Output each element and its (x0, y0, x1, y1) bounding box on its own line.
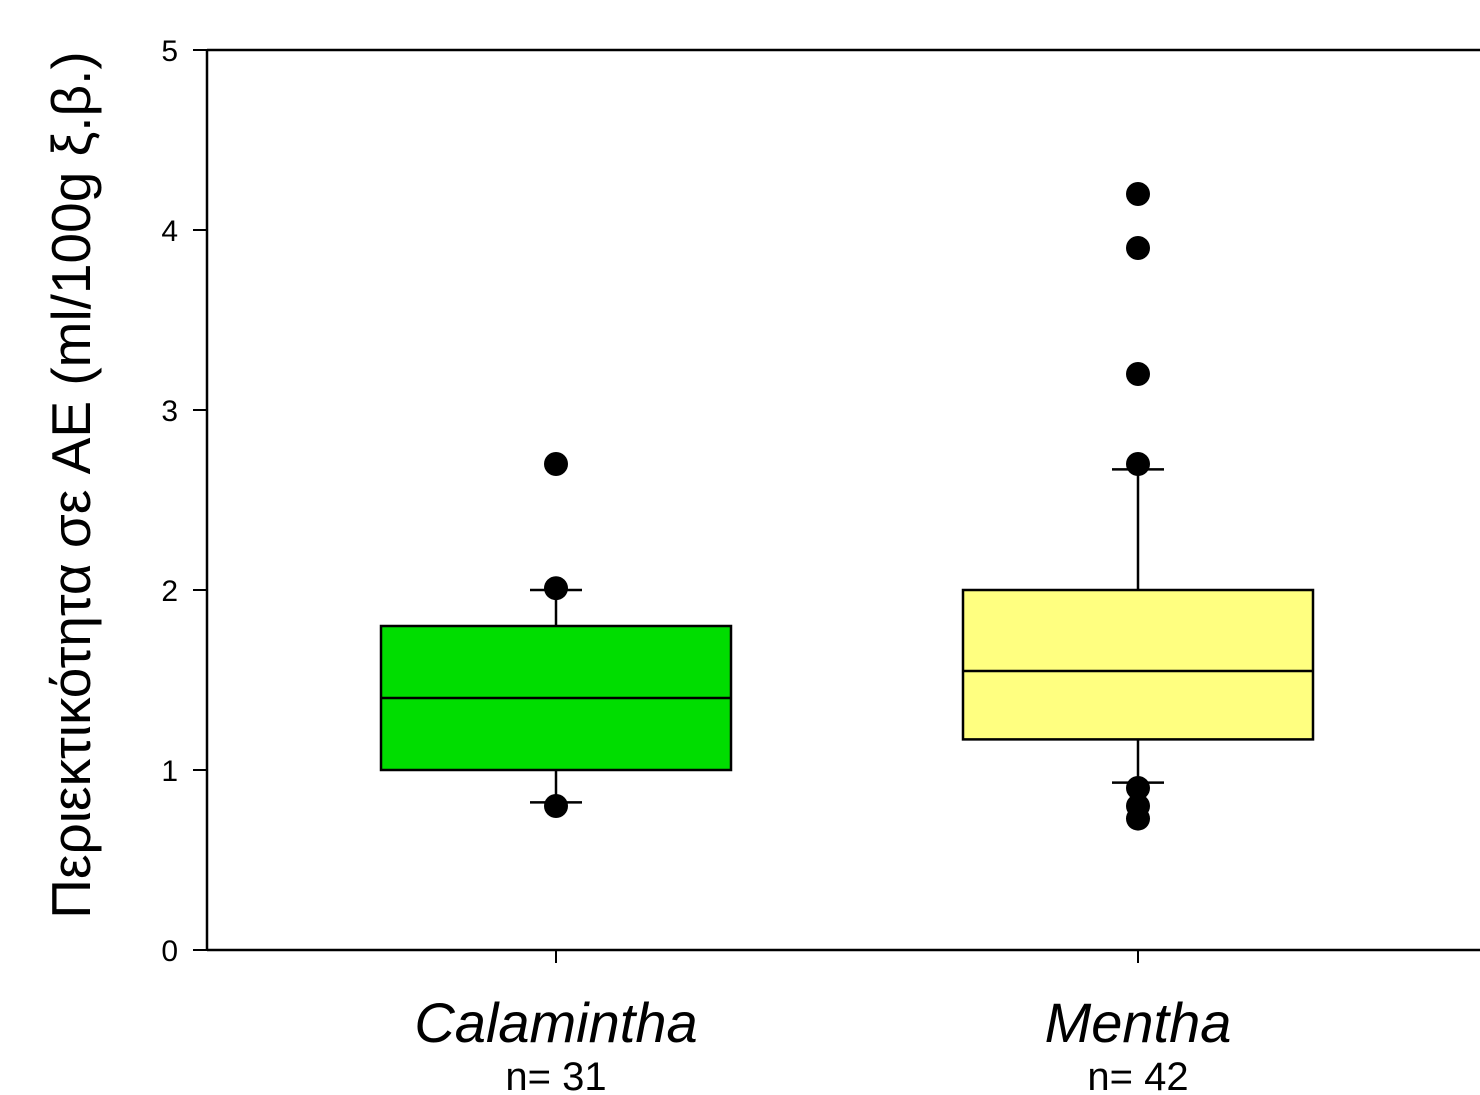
sample-size-label: n= 42 (1087, 1055, 1188, 1095)
mentha-box (961, 588, 1315, 741)
mentha-outlier-point (1126, 362, 1150, 386)
category-label: Mentha (1045, 991, 1232, 1054)
mentha-box-group (961, 182, 1315, 831)
y-tick-label: 1 (161, 755, 178, 788)
calamintha-outlier-point (544, 576, 568, 601)
calamintha-box-group (379, 452, 733, 818)
category-label: Calamintha (414, 991, 697, 1054)
boxes (379, 182, 1315, 831)
sample-size-label: n= 31 (505, 1055, 606, 1095)
calamintha-outlier-point (544, 452, 568, 476)
x-axis-ticks (555, 950, 1139, 963)
y-tick-label: 4 (161, 215, 178, 248)
mentha-outlier-point (1126, 776, 1150, 800)
y-axis-label: Περιεκτικότητα σε AE (ml/100g ξ.β.) (40, 51, 102, 919)
axes (205, 48, 1480, 952)
mentha-outlier-point (1126, 806, 1150, 831)
y-tick-label: 2 (161, 575, 178, 608)
y-tick-label: 3 (161, 395, 178, 428)
mentha-outlier-point (1126, 452, 1150, 476)
y-tick-label: 0 (161, 935, 178, 968)
mentha-outlier-point (1126, 236, 1150, 260)
calamintha-outlier-point (544, 794, 568, 818)
mentha-outlier-point (1126, 182, 1150, 206)
y-axis-ticks: 0 1 2 3 4 5 (161, 35, 207, 968)
y-tick-label: 5 (161, 35, 178, 68)
